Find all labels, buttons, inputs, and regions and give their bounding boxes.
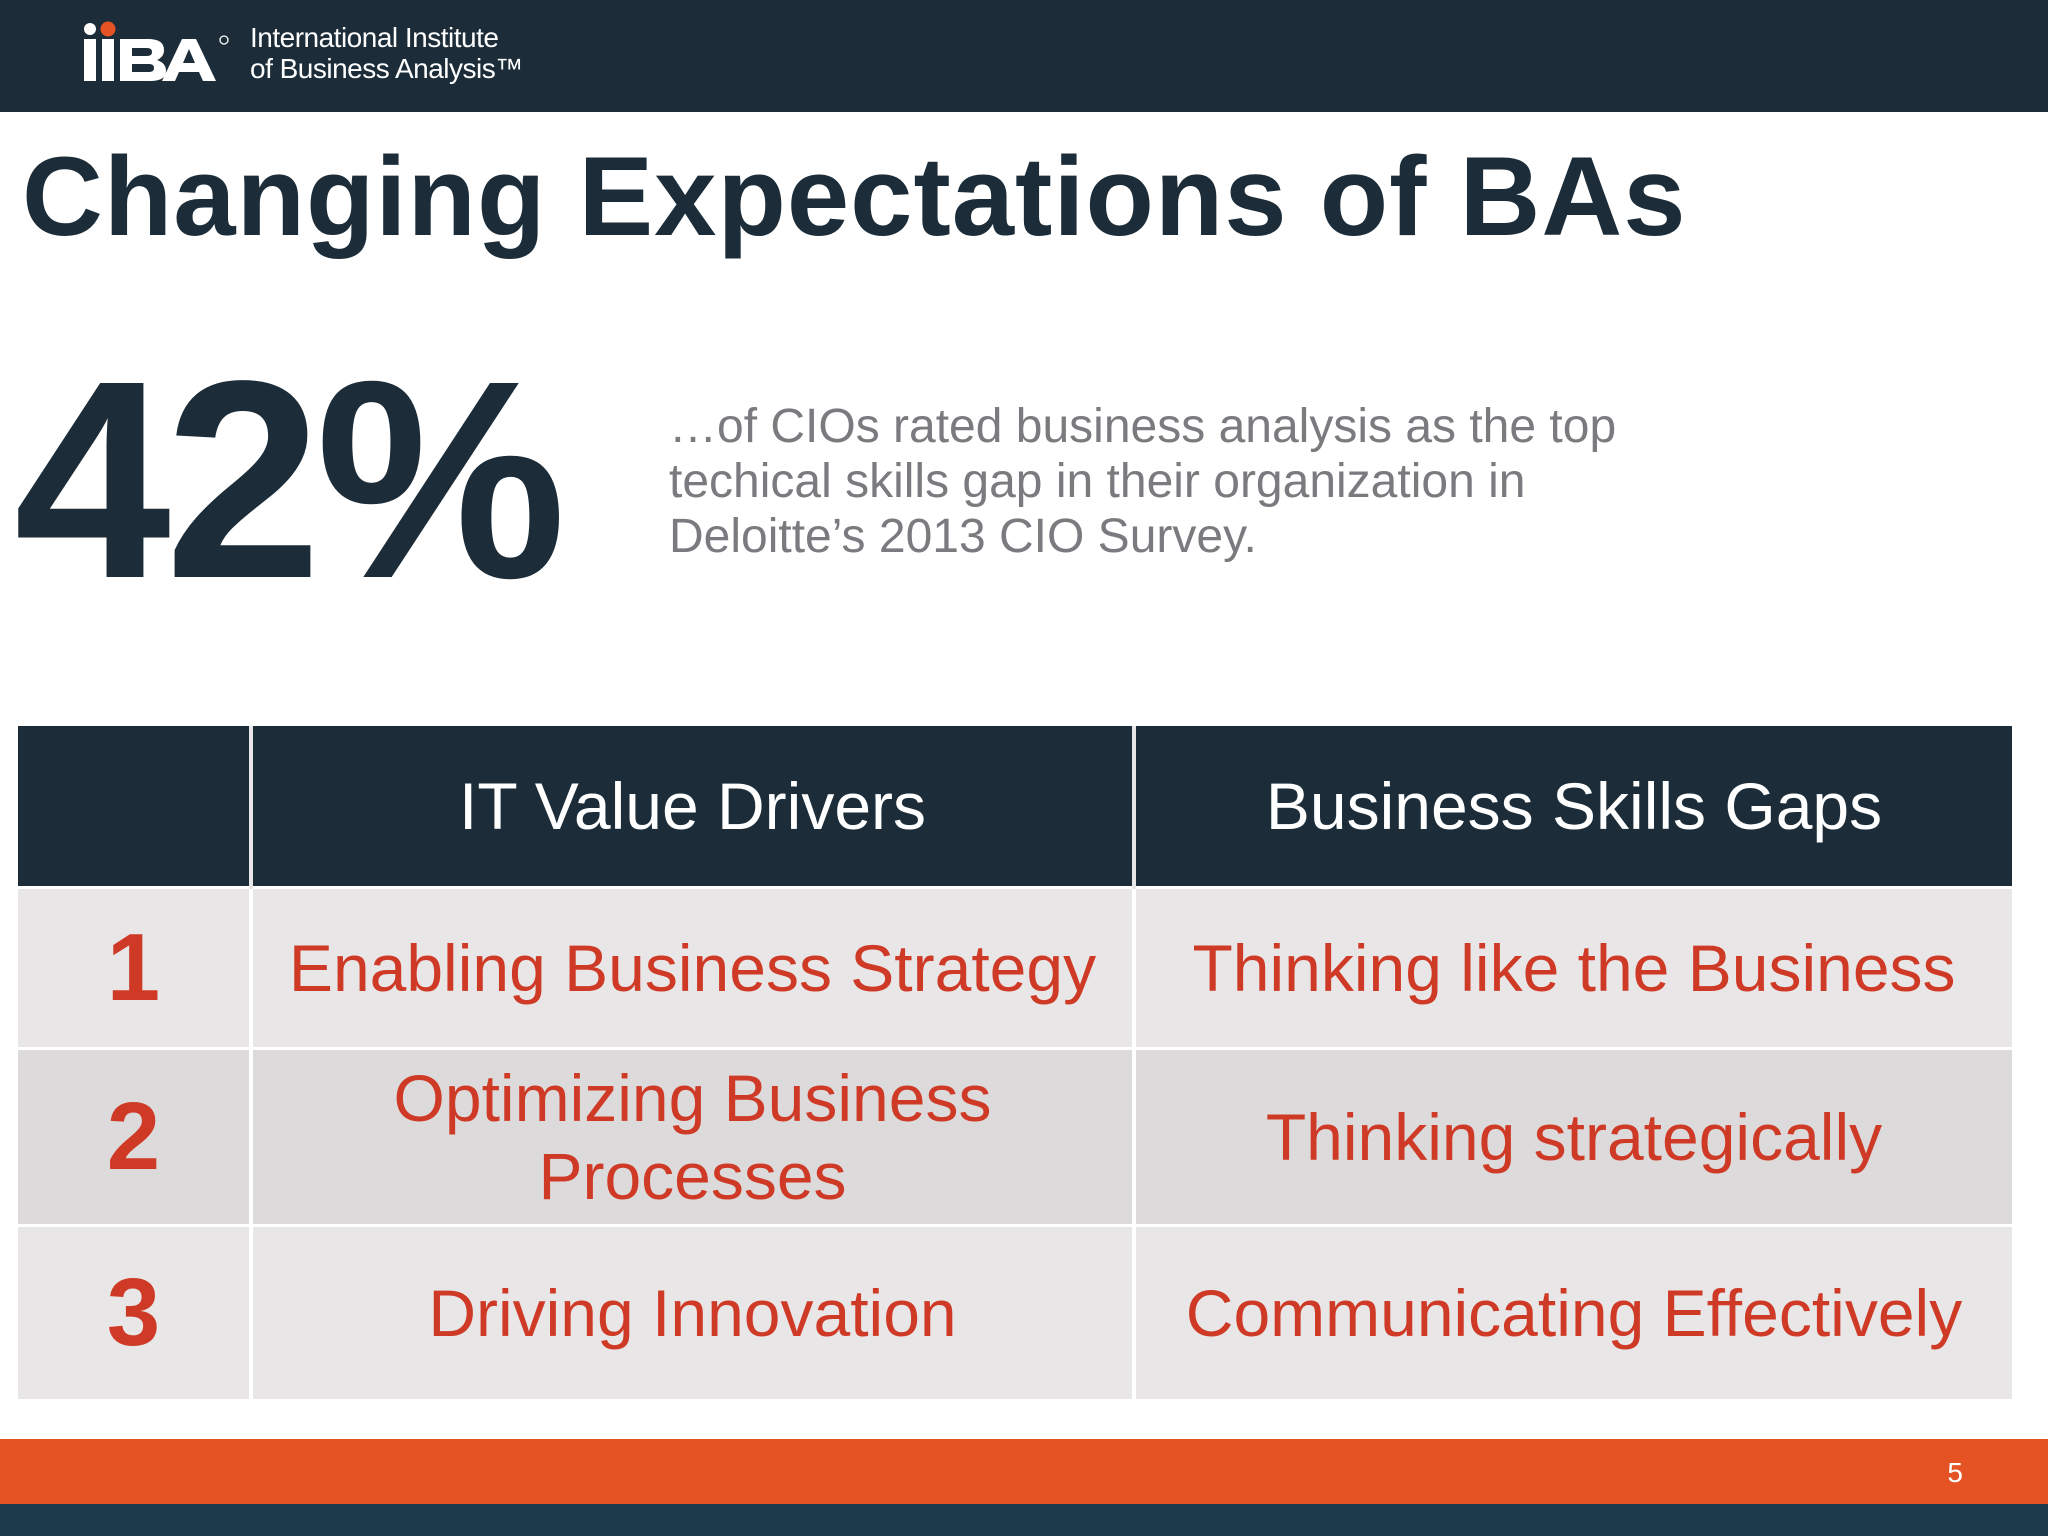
header-bar: International Institute of Business Anal…	[0, 0, 2048, 112]
it-value-driver-cell: Enabling Business Strategy	[251, 886, 1136, 1049]
skills-gap-cell: Communicating Effectively	[1134, 1224, 2012, 1399]
it-value-driver-cell: Driving Innovation	[251, 1224, 1136, 1399]
footer-accent-bar	[0, 1439, 2048, 1504]
comparison-table: IT Value Drivers Business Skills Gaps 1 …	[18, 726, 2012, 1399]
iiba-logo-text: International Institute of Business Anal…	[250, 22, 523, 84]
table-row: 1 Enabling Business Strategy Thinking li…	[18, 886, 2012, 1049]
rank-cell: 2	[18, 1047, 253, 1226]
table-header-row: IT Value Drivers Business Skills Gaps	[18, 726, 2012, 888]
stat-description: …of CIOs rated business analysis as the …	[669, 400, 1617, 563]
table-row: 3 Driving Innovation Communicating Effec…	[18, 1224, 2012, 1399]
header-cell-it-value-drivers: IT Value Drivers	[251, 726, 1136, 888]
header-cell-business-skills-gaps: Business Skills Gaps	[1134, 726, 2012, 888]
it-value-driver-cell: Optimizing Business Processes	[251, 1047, 1136, 1226]
stat-value: 42%	[14, 322, 566, 637]
footer-bar	[0, 1504, 2048, 1536]
table-row: 2 Optimizing Business Processes Thinking…	[18, 1047, 2012, 1226]
iiba-logo-mark	[84, 21, 230, 85]
header-cell-blank	[18, 726, 253, 888]
skills-gap-cell: Thinking like the Business	[1134, 886, 2012, 1049]
rank-cell: 3	[18, 1224, 253, 1399]
logo-line-1: International Institute	[250, 22, 499, 53]
iiba-logo: International Institute of Business Anal…	[84, 18, 523, 88]
logo-line-2: of Business Analysis™	[250, 53, 523, 84]
skills-gap-cell: Thinking strategically	[1134, 1047, 2012, 1226]
rank-cell: 1	[18, 886, 253, 1049]
slide-title: Changing Expectations of BAs	[22, 134, 1687, 259]
page-number: 5	[1947, 1457, 1963, 1488]
